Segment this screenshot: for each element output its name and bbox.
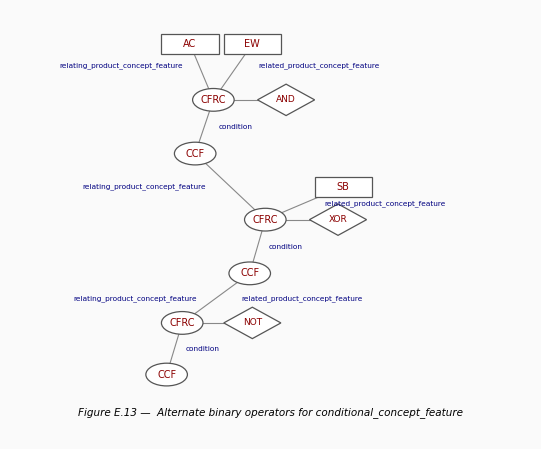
Ellipse shape — [174, 142, 216, 165]
Text: related_product_concept_feature: related_product_concept_feature — [324, 200, 445, 207]
Text: AND: AND — [276, 95, 296, 104]
Text: related_product_concept_feature: related_product_concept_feature — [258, 62, 379, 69]
Text: CFRC: CFRC — [253, 215, 278, 224]
Text: EW: EW — [245, 39, 260, 49]
FancyBboxPatch shape — [161, 34, 219, 54]
Polygon shape — [309, 204, 367, 235]
FancyBboxPatch shape — [224, 34, 281, 54]
Text: CCF: CCF — [240, 269, 259, 278]
Text: AC: AC — [183, 39, 196, 49]
Text: related_product_concept_feature: related_product_concept_feature — [241, 295, 362, 302]
Text: CCF: CCF — [157, 370, 176, 379]
Ellipse shape — [245, 208, 286, 231]
Text: relating_product_concept_feature: relating_product_concept_feature — [60, 62, 183, 69]
Text: condition: condition — [186, 346, 220, 352]
Text: NOT: NOT — [243, 318, 262, 327]
Text: relating_product_concept_feature: relating_product_concept_feature — [83, 183, 206, 190]
FancyBboxPatch shape — [315, 177, 372, 197]
Ellipse shape — [146, 363, 187, 386]
Text: CCF: CCF — [186, 149, 204, 158]
Ellipse shape — [193, 88, 234, 111]
Text: CFRC: CFRC — [201, 95, 226, 105]
Ellipse shape — [229, 262, 270, 285]
Text: condition: condition — [219, 124, 253, 130]
Text: condition: condition — [269, 243, 303, 250]
Polygon shape — [224, 307, 281, 339]
Text: relating_product_concept_feature: relating_product_concept_feature — [74, 295, 197, 302]
Ellipse shape — [161, 312, 203, 334]
Text: XOR: XOR — [328, 215, 347, 224]
Text: SB: SB — [337, 181, 349, 192]
Polygon shape — [258, 84, 315, 115]
Text: Figure E.13 —  Alternate binary operators for conditional_concept_feature: Figure E.13 — Alternate binary operators… — [78, 407, 463, 418]
Text: CFRC: CFRC — [169, 318, 195, 328]
